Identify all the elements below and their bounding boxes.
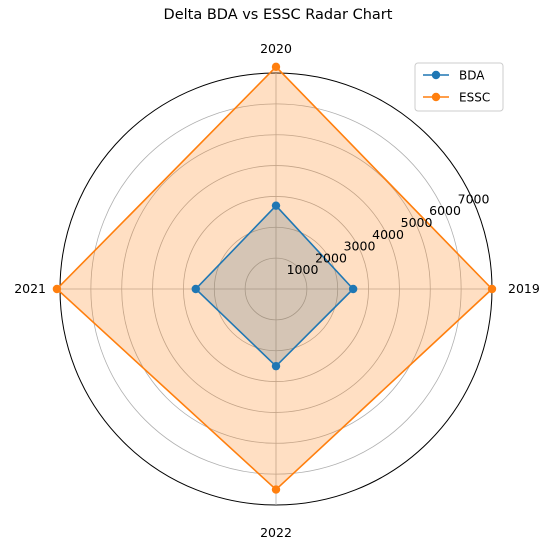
series-point-essc	[271, 62, 281, 72]
series-point-essc	[487, 284, 497, 294]
series-point-essc	[52, 284, 62, 294]
series-point-bda	[191, 284, 200, 294]
legend-label: ESSC	[459, 91, 490, 105]
chart-title: Delta BDA vs ESSC Radar Chart	[163, 7, 393, 23]
series-fill-essc	[56, 66, 493, 490]
category-label: 2020	[260, 41, 292, 56]
r-tick-label: 1000	[287, 262, 319, 277]
legend: BDA ESSC	[414, 62, 504, 112]
line-layer	[52, 62, 497, 494]
series-point-bda	[271, 361, 281, 371]
r-tick-label: 3000	[344, 239, 376, 254]
category-label: 2022	[260, 525, 292, 540]
r-tick-label: 7000	[458, 191, 490, 206]
series-point-bda	[271, 201, 281, 210]
r-tick-label: 6000	[429, 203, 461, 218]
fill-layer	[56, 66, 493, 490]
legend-swatch-marker	[431, 92, 441, 102]
r-tick-label: 4000	[372, 227, 404, 242]
category-label: 2019	[508, 281, 540, 296]
r-tick-label: 5000	[401, 215, 433, 230]
category-label: 2021	[14, 281, 46, 296]
legend-swatch-marker	[431, 70, 441, 80]
series-point-bda	[348, 284, 358, 294]
series-point-essc	[271, 485, 281, 494]
r-tick-label: 2000	[315, 250, 347, 265]
legend-label: BDA	[459, 69, 485, 83]
